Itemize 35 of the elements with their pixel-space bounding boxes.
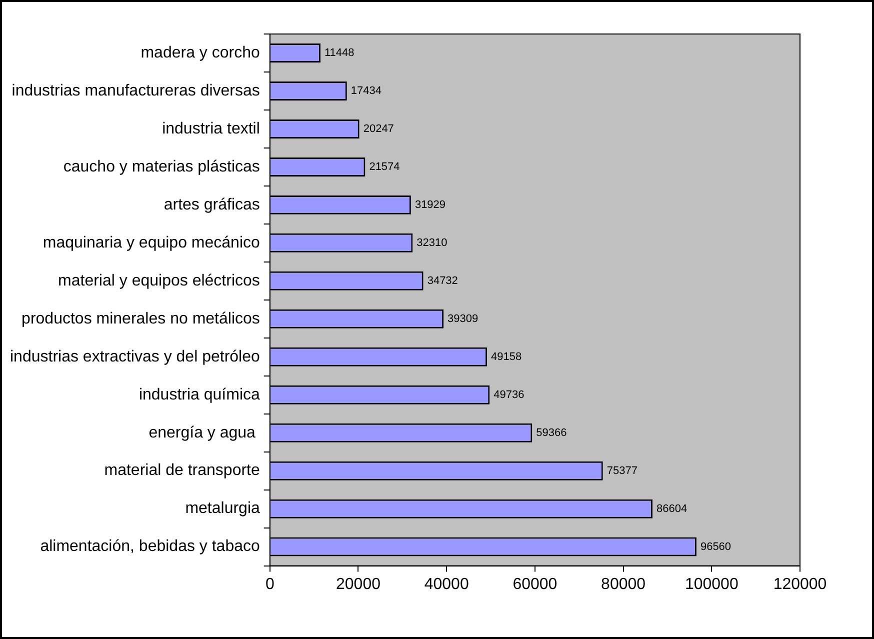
y-tick-label: metalurgia xyxy=(185,500,260,518)
data-label: 86604 xyxy=(656,502,688,515)
data-label: 34732 xyxy=(427,274,458,287)
y-tick-label: caucho y materias plásticas xyxy=(63,158,260,176)
data-label: 39309 xyxy=(448,312,478,325)
x-tick-label: 100000 xyxy=(684,576,738,593)
data-label: 31929 xyxy=(414,198,446,211)
y-tick-label: artes gráficas xyxy=(164,196,260,214)
x-tick-label: 20000 xyxy=(336,576,381,593)
y-tick-label: madera y corcho xyxy=(140,44,260,62)
x-tick-label: 60000 xyxy=(512,576,558,593)
y-tick-label: energía y agua xyxy=(148,424,260,442)
y-tick-label: productos minerales no metálicos xyxy=(22,310,260,328)
y-tick-label: material de transporte xyxy=(104,462,260,480)
y-tick-label: industrias extractivas y del petróleo xyxy=(10,348,260,366)
data-label: 11448 xyxy=(324,47,354,60)
y-tick-label: material y equipos eléctricos xyxy=(58,272,260,290)
data-label: 32310 xyxy=(416,236,448,249)
x-tick-label: 120000 xyxy=(773,576,827,593)
y-tick-label: maquinaria y equipo mecánico xyxy=(42,234,260,252)
data-label: 20247 xyxy=(363,122,394,135)
data-label: 96560 xyxy=(700,540,732,553)
x-tick-label: 80000 xyxy=(601,576,646,593)
y-tick-label: industrias manufactureras diversas xyxy=(12,82,260,100)
x-tick-label: 40000 xyxy=(424,576,469,593)
y-tick-label: industria textil xyxy=(162,120,260,138)
data-label: 75377 xyxy=(606,464,638,477)
x-tick-label: 0 xyxy=(265,576,274,593)
data-label: 17434 xyxy=(350,85,382,98)
data-label: 59366 xyxy=(536,426,567,439)
data-label: 49158 xyxy=(491,350,522,363)
y-tick-label: alimentación, bebidas y tabaco xyxy=(40,538,260,556)
data-label: 49736 xyxy=(494,388,524,401)
y-tick-label: industria química xyxy=(138,386,260,404)
data-label: 21574 xyxy=(369,160,400,173)
